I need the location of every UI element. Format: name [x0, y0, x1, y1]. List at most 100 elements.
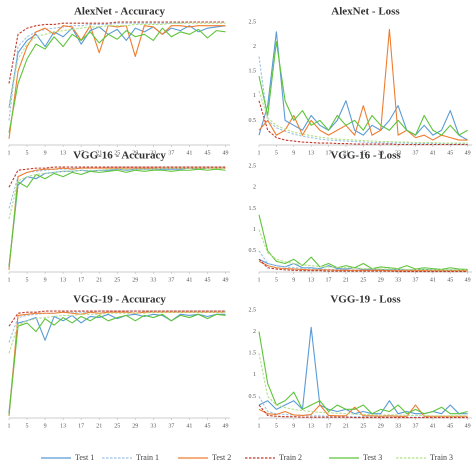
x-tick-label: 5: [26, 423, 29, 429]
x-tick-label: 21: [343, 423, 349, 429]
series-line: [8, 21, 226, 84]
series-line: [258, 28, 468, 141]
x-tick-label: 21: [96, 150, 102, 156]
series-line: [258, 260, 468, 272]
series-line: [258, 258, 468, 273]
series-line: [258, 404, 468, 419]
series-line: [8, 22, 226, 109]
x-tick-label: 29: [132, 277, 138, 283]
x-tick-label: 13: [60, 150, 66, 156]
x-tick-label: 33: [150, 277, 156, 283]
x-tick-label: 45: [204, 277, 210, 283]
x-tick-label: 25: [114, 150, 120, 156]
x-tick-label: 29: [378, 277, 384, 283]
x-tick-label: 25: [360, 150, 366, 156]
x-tick-label: 21: [343, 150, 349, 156]
x-tick-label: 5: [275, 423, 278, 429]
x-tick-label: 1: [258, 277, 261, 283]
x-tick-label: 17: [78, 150, 84, 156]
series-line: [8, 166, 226, 209]
x-tick-label: 25: [114, 423, 120, 429]
x-tick-label: 5: [26, 277, 29, 283]
y-tick-label: 2: [253, 329, 256, 335]
x-tick-label: 9: [44, 150, 47, 156]
legend-label: Test 2: [212, 453, 231, 462]
series-line: [8, 167, 226, 220]
x-tick-label: 37: [412, 423, 418, 429]
x-tick-label: 21: [343, 277, 349, 283]
chart-title: VGG-16 - Loss: [330, 150, 401, 162]
x-tick-label: 45: [204, 423, 210, 429]
x-tick-label: 37: [168, 423, 174, 429]
x-tick-label: 13: [308, 277, 314, 283]
series-line: [8, 313, 226, 415]
series-line: [258, 229, 468, 271]
y-tick-label: 2.5: [249, 163, 257, 169]
x-tick-label: 49: [465, 423, 471, 429]
x-tick-label: 41: [186, 277, 192, 283]
x-tick-label: 13: [308, 150, 314, 156]
series-line: [8, 167, 226, 270]
y-tick-label: 1: [253, 372, 256, 378]
chart-title: VGG-16 - Accuracy: [73, 150, 166, 162]
series-line: [258, 41, 468, 136]
series-line: [8, 167, 226, 267]
x-tick-label: 37: [168, 150, 174, 156]
x-tick-label: 33: [395, 423, 401, 429]
legend-label: Train 1: [136, 453, 159, 462]
x-tick-label: 5: [275, 277, 278, 283]
y-tick-label: 2: [253, 185, 256, 191]
series-line: [258, 56, 468, 145]
series-line: [8, 311, 226, 354]
x-tick-label: 49: [465, 150, 471, 156]
chart-title: VGG-19 - Loss: [330, 294, 401, 306]
x-tick-label: 33: [395, 150, 401, 156]
y-tick-label: 2.5: [249, 307, 257, 313]
legend-label: Test 1: [75, 453, 94, 462]
y-tick-label: 0.5: [249, 248, 257, 254]
legend-label: Train 2: [279, 453, 302, 462]
x-tick-label: 13: [308, 423, 314, 429]
x-tick-label: 17: [326, 150, 332, 156]
series-line: [258, 331, 468, 415]
chart-title: AlexNet - Accuracy: [74, 6, 166, 18]
x-tick-label: 5: [275, 150, 278, 156]
x-tick-label: 33: [395, 277, 401, 283]
x-tick-label: 17: [78, 277, 84, 283]
x-tick-label: 49: [465, 277, 471, 283]
y-tick-label: 1: [253, 227, 256, 233]
x-tick-label: 17: [326, 423, 332, 429]
series-line: [258, 100, 468, 146]
chart-title: VGG-19 - Accuracy: [73, 294, 166, 306]
y-tick-label: 0.5: [249, 118, 257, 124]
x-tick-label: 9: [44, 423, 47, 429]
x-tick-label: 41: [430, 423, 436, 429]
x-tick-label: 1: [8, 423, 11, 429]
series-line: [8, 311, 226, 416]
series-line: [8, 25, 226, 109]
y-tick-label: 2: [253, 44, 256, 50]
chart-title: AlexNet - Loss: [331, 6, 400, 18]
x-tick-label: 45: [447, 423, 453, 429]
x-tick-label: 25: [360, 277, 366, 283]
x-tick-label: 41: [430, 277, 436, 283]
x-tick-label: 29: [378, 150, 384, 156]
y-tick-label: 0.5: [249, 394, 257, 400]
x-tick-label: 41: [430, 150, 436, 156]
x-tick-label: 37: [412, 150, 418, 156]
y-tick-label: 2.5: [249, 19, 257, 25]
x-tick-label: 33: [150, 423, 156, 429]
series-line: [258, 396, 468, 418]
series-line: [8, 168, 226, 267]
x-tick-label: 49: [222, 277, 228, 283]
y-tick-label: 1: [253, 93, 256, 99]
x-tick-label: 13: [60, 277, 66, 283]
x-tick-label: 1: [258, 150, 261, 156]
x-tick-label: 25: [114, 277, 120, 283]
x-tick-label: 49: [222, 150, 228, 156]
x-tick-label: 13: [60, 423, 66, 429]
x-tick-label: 41: [186, 423, 192, 429]
series-line: [8, 313, 226, 413]
x-tick-label: 37: [168, 277, 174, 283]
